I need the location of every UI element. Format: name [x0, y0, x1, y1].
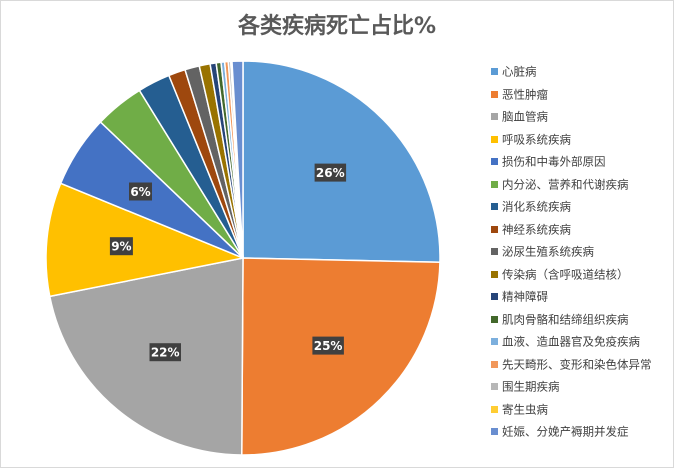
data-label: 22% — [149, 343, 181, 362]
legend-swatch — [491, 113, 498, 120]
legend-label: 心脏病 — [502, 64, 537, 79]
legend-swatch — [491, 338, 498, 345]
legend-swatch — [491, 158, 498, 165]
data-label-box — [314, 163, 347, 182]
legend-item: 内分泌、营养和代谢疾病 — [491, 173, 669, 196]
legend-item: 呼吸系统疾病 — [491, 128, 669, 151]
legend-swatch — [491, 180, 498, 188]
data-label-text: 22% — [151, 346, 180, 360]
legend-swatch — [491, 135, 498, 143]
legend-item: 心脏病 — [491, 60, 669, 83]
legend-label: 脑血管病 — [502, 109, 548, 124]
pie-slice — [45, 182, 246, 298]
legend-swatch — [491, 383, 498, 390]
legend-swatch — [491, 428, 498, 435]
legend-label: 血液、造血器官及免疫疾病 — [502, 334, 640, 349]
legend-label: 神经系统疾病 — [502, 221, 571, 236]
legend-item: 泌尿生殖系统疾病 — [491, 240, 669, 263]
legend-label: 精神障碍 — [502, 289, 548, 304]
legend-item: 精神障碍 — [491, 285, 669, 308]
legend-item: 损伤和中毒外部原因 — [491, 150, 669, 173]
legend-swatch — [491, 203, 498, 210]
data-label-box — [149, 343, 181, 362]
legend-label: 泌尿生殖系统疾病 — [502, 244, 594, 259]
legend-label: 先天畸形、变形和染色体异常 — [502, 356, 652, 371]
legend-swatch — [491, 248, 498, 255]
legend-swatch — [491, 315, 498, 323]
legend-item: 脑血管病 — [491, 105, 669, 128]
legend-swatch — [491, 68, 498, 75]
legend-item: 消化系统疾病 — [491, 195, 669, 218]
legend-item: 神经系统疾病 — [491, 218, 669, 241]
legend-label: 妊娠、分娩产褥期并发症 — [502, 424, 629, 439]
data-label: 25% — [312, 336, 344, 355]
pie-slice — [231, 60, 244, 259]
legend-swatch — [491, 360, 498, 368]
data-label-text: 26% — [316, 166, 345, 180]
chart-title: 各类疾病死亡占比% — [237, 14, 437, 39]
legend-label: 消化系统疾病 — [502, 199, 571, 214]
legend-label: 内分泌、营养和代谢疾病 — [502, 176, 629, 191]
pie-slice — [242, 60, 441, 264]
data-label-box — [312, 336, 344, 355]
legend-swatch — [491, 270, 498, 278]
data-label-text: 6% — [130, 185, 150, 199]
legend-item: 血液、造血器官及免疫疾病 — [491, 330, 669, 353]
data-label-box — [109, 237, 133, 256]
legend-item: 围生期疾病 — [491, 375, 669, 398]
data-label: 26% — [314, 163, 347, 182]
legend-label: 寄生虫病 — [502, 401, 548, 416]
pie-slice — [48, 257, 244, 456]
legend-item: 肌肉骨骼和结缔组织疾病 — [491, 308, 669, 331]
data-label-text: 9% — [111, 240, 131, 254]
legend-swatch — [491, 90, 498, 98]
legend-item: 传染病（含呼吸道结核） — [491, 263, 669, 286]
data-label: 6% — [129, 182, 152, 201]
legend-label: 呼吸系统疾病 — [502, 131, 571, 146]
legend-item: 恶性肿瘤 — [491, 83, 669, 106]
data-label-text: 25% — [314, 339, 343, 353]
data-label-box — [129, 182, 152, 201]
legend-label: 恶性肿瘤 — [502, 86, 548, 101]
legend-label: 传染病（含呼吸道结核） — [502, 266, 629, 281]
legend-item: 寄生虫病 — [491, 398, 669, 421]
legend-item: 先天畸形、变形和染色体异常 — [491, 353, 669, 376]
legend-label: 围生期疾病 — [502, 379, 560, 394]
pie-slice — [241, 257, 441, 456]
legend-label: 肌肉骨骼和结缔组织疾病 — [502, 311, 629, 326]
legend-item: 妊娠、分娩产褥期并发症 — [491, 420, 669, 443]
legend-label: 损伤和中毒外部原因 — [502, 154, 606, 169]
legend-swatch — [491, 405, 498, 413]
legend: 心脏病恶性肿瘤脑血管病呼吸系统疾病损伤和中毒外部原因内分泌、营养和代谢疾病 消化系… — [491, 60, 669, 443]
legend-swatch — [491, 225, 498, 233]
legend-swatch — [491, 293, 498, 300]
data-label: 9% — [109, 237, 133, 256]
